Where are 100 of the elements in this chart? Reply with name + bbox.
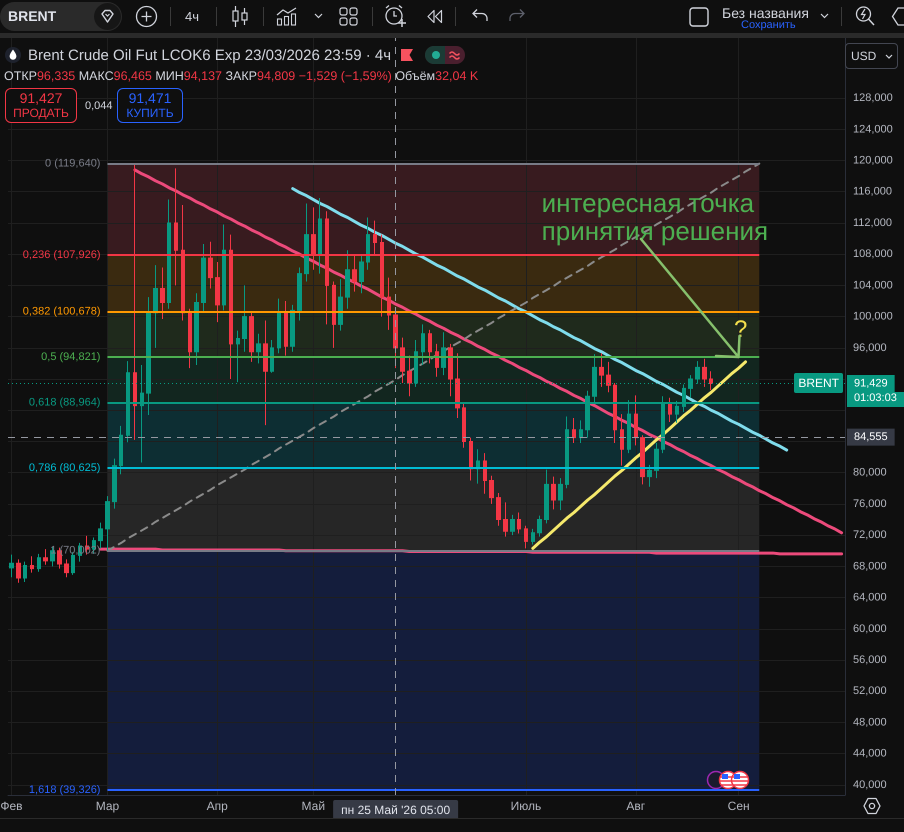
y-tick-label: 44,000 — [853, 748, 887, 760]
candlestick — [640, 434, 645, 485]
candlestick — [455, 352, 460, 419]
candlestick — [654, 442, 659, 479]
annotation: КУПИТЬ — [126, 106, 174, 120]
annotation: 0,044 — [85, 100, 113, 113]
x-tick-label: Авг — [626, 799, 646, 813]
candlestick — [242, 284, 247, 352]
candlestick — [469, 437, 473, 481]
y-tick-label: 120,000 — [853, 154, 893, 167]
text: Сохранить — [741, 19, 796, 31]
currency-dropdown: USD — [845, 43, 898, 69]
y-tick-label: 108,000 — [853, 248, 893, 260]
y-tick-label: 112,000 — [853, 216, 892, 229]
buy-button: 91,471 КУПИТЬ — [117, 88, 183, 123]
ref-line-label: 0 (119,640) — [45, 157, 100, 170]
candlestick — [188, 308, 192, 369]
candlestick — [489, 475, 494, 504]
candlestick — [517, 512, 521, 534]
candlestick — [119, 425, 123, 475]
x-tick-label: Апр — [206, 799, 228, 813]
ref-line-label: 84,555 — [854, 431, 888, 444]
y-tick-label: 100,000 — [853, 310, 893, 323]
candlestick — [256, 333, 261, 364]
candlestick — [496, 492, 501, 526]
text: 01:03:03 — [847, 392, 904, 408]
candlestick — [400, 337, 405, 384]
ref-line-label: 0,618 (88,964) — [28, 396, 100, 409]
line-series — [531, 360, 748, 550]
candlestick — [462, 404, 466, 448]
annotation: 91,471 — [128, 90, 172, 106]
y-tick-label: 64,000 — [853, 592, 887, 604]
candlestick — [64, 558, 69, 578]
candlestick — [9, 554, 14, 578]
y-tick-label: 116,000 — [853, 186, 892, 198]
x-tick-label: пн 25 Май '26 05:00 — [341, 803, 450, 817]
candlestick — [318, 197, 322, 274]
text: 4ч — [185, 9, 200, 24]
candlestick — [709, 370, 713, 390]
x-tick-label: Июль — [510, 799, 542, 813]
y-tick-label: 104,000 — [853, 279, 893, 292]
ref-line-label: 0,786 (80,625) — [28, 462, 100, 474]
y-tick-label: 60,000 — [853, 622, 887, 635]
candlestick — [613, 382, 617, 444]
x-tick-label: Сен — [728, 799, 750, 813]
candlestick — [503, 502, 508, 538]
candlestick — [37, 553, 41, 572]
candlestick — [153, 264, 158, 348]
candlestick — [606, 361, 611, 393]
candlestick — [387, 277, 391, 330]
ref-line-label: 0,382 (100,678) — [22, 305, 100, 318]
candlestick — [702, 358, 707, 388]
candlestick — [359, 255, 364, 294]
y-tick-label: 68,000 — [853, 560, 887, 572]
candlestick — [215, 261, 220, 323]
candlestick — [531, 528, 535, 545]
sell-button: 91,427 ПРОДАТЬ — [5, 88, 77, 123]
y-tick-label: 76,000 — [853, 498, 887, 510]
x-tick-label: Мар — [96, 799, 120, 813]
candlestick — [160, 266, 165, 320]
x-tick-label: Май — [302, 799, 326, 813]
y-tick-label: 56,000 — [853, 654, 887, 666]
text: BRENT — [8, 8, 56, 25]
candlestick — [435, 343, 439, 378]
candlestick — [290, 304, 295, 352]
text: Brent Crude Oil Fut LCOK6 Exp 23/03/2026 23:59 · 4ч — [28, 46, 392, 64]
candlestick — [448, 343, 453, 397]
ref-line-label: 0,5 (94,821) — [41, 351, 100, 364]
x-tick-label: Фев — [0, 799, 23, 813]
candlestick — [599, 352, 604, 388]
candlestick — [338, 278, 343, 332]
candlestick — [544, 469, 549, 524]
candlestick — [201, 244, 206, 314]
candlestick — [634, 394, 638, 446]
text: ОТКР96,335 МАКС96,465 МИН94,137 ЗАКР94,809 −1,529 (−1,59%) Объём32,04 K — [4, 69, 478, 83]
annotation: BRENT — [794, 373, 843, 394]
candlestick — [428, 329, 432, 364]
text: Без названия — [722, 5, 809, 21]
candlestick — [345, 250, 350, 310]
candlestick — [249, 312, 254, 362]
candlestick — [579, 420, 583, 444]
y-tick-label: 96,000 — [853, 342, 887, 354]
candlestick — [270, 340, 274, 374]
candlestick — [332, 280, 336, 348]
candlestick — [551, 476, 556, 510]
y-tick-label: 124,000 — [853, 123, 893, 136]
candlestick — [284, 300, 288, 356]
candlestick — [16, 558, 21, 584]
candlestick — [483, 452, 487, 494]
candlestick — [366, 216, 370, 270]
candlestick — [105, 496, 110, 552]
candlestick — [647, 464, 652, 488]
annotation: 91,427 — [20, 90, 62, 106]
ref-line-label: 91,429 — [854, 377, 888, 390]
candlestick — [30, 556, 34, 574]
y-tick-label: 72,000 — [853, 529, 887, 542]
candlestick — [112, 458, 117, 510]
candlestick — [167, 199, 171, 310]
y-tick-label: 48,000 — [853, 716, 887, 728]
annotation: интересная точка принятия решения — [542, 188, 770, 246]
